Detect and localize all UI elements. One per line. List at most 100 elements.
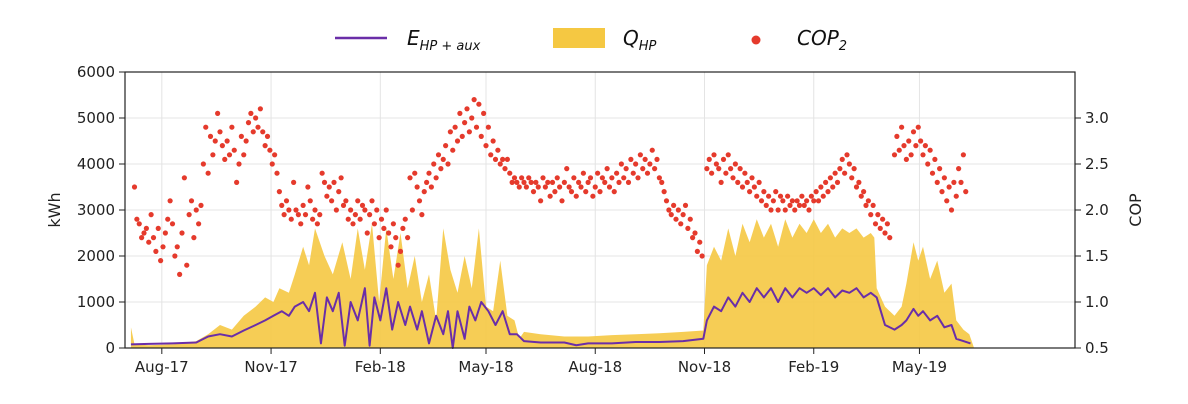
cop-point (960, 152, 966, 158)
cop-point (450, 147, 456, 153)
cop-point (490, 138, 496, 144)
cop-point (559, 198, 565, 204)
cop-point (576, 179, 582, 185)
cop-point (369, 198, 375, 204)
cop-point (340, 202, 347, 208)
y-right-tick-label: 1.5 (1085, 247, 1109, 265)
cop-point (549, 179, 556, 185)
cop-point (718, 179, 724, 185)
cop-point (806, 207, 812, 213)
x-tick-label: Nov-17 (244, 358, 297, 376)
cop-point (713, 161, 719, 167)
cop-point (804, 198, 810, 204)
cop-point (849, 175, 855, 181)
cop-point (191, 235, 197, 241)
cop-point (884, 221, 890, 227)
cop-point (307, 198, 313, 204)
cop-point (922, 143, 928, 149)
cop-point (842, 170, 848, 176)
legend-label-qhp: QHP (623, 26, 657, 54)
cop-point (440, 156, 446, 162)
cop-point (407, 175, 413, 181)
cop-point (692, 230, 698, 236)
cop-point (766, 193, 772, 199)
y-left-tick-label: 2000 (77, 247, 115, 265)
cop-point (585, 179, 591, 185)
cop-point (644, 170, 651, 176)
cop-point (637, 152, 643, 158)
cop-point (476, 101, 482, 107)
cop-point (469, 115, 475, 121)
cop-point (471, 97, 477, 103)
cop-point (785, 193, 791, 199)
cop-point (459, 133, 465, 139)
cop-point (839, 156, 845, 162)
cop-point (604, 166, 610, 172)
cop-point (386, 230, 392, 236)
cop-point (219, 143, 225, 149)
cop-point (279, 202, 285, 208)
cop-point (305, 184, 311, 190)
cop-point (735, 179, 741, 185)
cop-point (958, 179, 964, 185)
cop-point (302, 212, 309, 218)
cop-point (899, 124, 905, 130)
cop-point (844, 152, 850, 158)
cop-point (913, 143, 919, 149)
cop-point (310, 216, 316, 222)
cop-point (599, 175, 605, 181)
cop-point (134, 216, 140, 222)
cop-point (951, 179, 957, 185)
cop-point (298, 221, 304, 227)
cop-point (937, 166, 943, 172)
cop-point (846, 161, 852, 167)
cop-point (868, 212, 874, 218)
cop-point (687, 216, 693, 222)
cop-point (231, 147, 237, 153)
cop-point (794, 198, 800, 204)
cop-point (623, 166, 629, 172)
cop-point (241, 152, 247, 158)
y-axis-right: 0.5 1.0 1.5 2.0 2.5 3.0 (1075, 109, 1109, 357)
cop-point (908, 152, 914, 158)
cop-point (155, 225, 161, 231)
cop-point (188, 198, 195, 204)
cop-point (590, 193, 596, 199)
cop-point (910, 129, 917, 135)
x-tick-label: May-19 (892, 358, 947, 376)
cop-point (545, 179, 551, 185)
cop-point (388, 244, 394, 250)
cop-point (723, 170, 729, 176)
cop-point (264, 133, 271, 139)
cop-point (927, 147, 933, 153)
cop-point (730, 175, 736, 181)
cop-point (944, 198, 950, 204)
cop-point (578, 184, 584, 190)
y-axis-left: 0 1000 2000 3000 4000 5000 6000 (77, 63, 125, 357)
cop-point (680, 212, 686, 218)
cop-point (326, 184, 332, 190)
cop-point (345, 216, 351, 222)
cop-point (146, 239, 152, 245)
cop-point (906, 138, 912, 144)
cop-point (875, 212, 881, 218)
cop-point (445, 161, 451, 167)
cop-point (457, 110, 463, 116)
cop-point (811, 198, 817, 204)
cop-point (711, 152, 717, 158)
x-tick-label: Aug-17 (135, 358, 189, 376)
cop-point (690, 235, 696, 241)
qhp-area (130, 219, 975, 348)
cop-point (519, 175, 525, 181)
cop-point (587, 175, 594, 181)
cop-point (184, 262, 190, 268)
cop-point (400, 225, 406, 231)
cop-point (250, 129, 256, 135)
ehp-line (130, 287, 971, 349)
cop-point (167, 198, 173, 204)
cop-point (343, 198, 349, 204)
cop-point (447, 129, 453, 135)
cop-point (756, 179, 762, 185)
cop-point (502, 166, 508, 172)
cop-point (262, 143, 268, 149)
